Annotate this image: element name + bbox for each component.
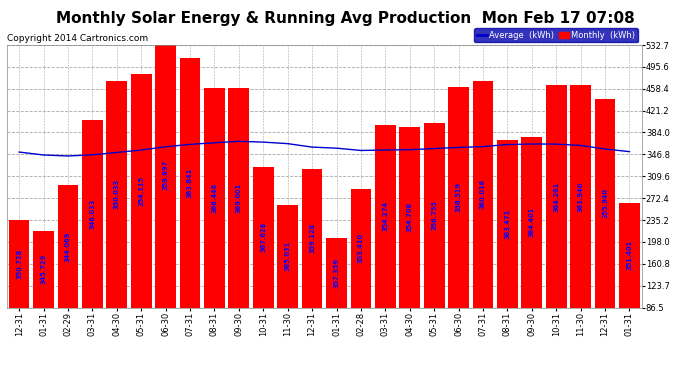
Text: 364.401: 364.401 [529, 207, 535, 237]
Bar [595, 99, 615, 308]
Text: 354.708: 354.708 [406, 202, 413, 232]
Text: Monthly Solar Energy & Running Avg Production  Mon Feb 17 07:08: Monthly Solar Energy & Running Avg Produ… [56, 11, 634, 26]
Bar [448, 87, 469, 308]
Legend: Average  (kWh), Monthly  (kWh): Average (kWh), Monthly (kWh) [474, 28, 638, 42]
Bar [33, 231, 54, 308]
Text: Copyright 2014 Cartronics.com: Copyright 2014 Cartronics.com [7, 34, 148, 43]
Text: 346.033: 346.033 [89, 199, 95, 229]
Text: 357.359: 357.359 [333, 258, 339, 288]
Text: 359.128: 359.128 [309, 223, 315, 253]
Text: 367.628: 367.628 [260, 222, 266, 252]
Text: 355.940: 355.940 [602, 188, 608, 218]
Bar [375, 125, 396, 308]
Text: 353.410: 353.410 [358, 233, 364, 263]
Text: 364.261: 364.261 [553, 182, 560, 212]
Bar [546, 86, 566, 308]
Text: 361.940: 361.940 [578, 182, 584, 212]
Bar [82, 120, 103, 308]
Text: 359.697: 359.697 [163, 160, 168, 190]
Bar [57, 185, 79, 308]
Text: 360.016: 360.016 [480, 179, 486, 209]
Text: 354.115: 354.115 [138, 176, 144, 206]
Text: 356.755: 356.755 [431, 200, 437, 230]
Text: 344.069: 344.069 [65, 231, 71, 262]
Bar [351, 189, 371, 308]
Text: 358.519: 358.519 [455, 182, 462, 212]
Bar [277, 205, 298, 308]
Bar [302, 169, 322, 308]
Text: 363.471: 363.471 [504, 209, 511, 238]
Bar [131, 74, 152, 308]
Bar [326, 238, 347, 308]
Bar [228, 88, 249, 308]
Text: 351.401: 351.401 [627, 240, 633, 270]
Bar [571, 86, 591, 308]
Bar [400, 127, 420, 308]
Text: 366.446: 366.446 [211, 183, 217, 213]
Text: 350.728: 350.728 [16, 249, 22, 279]
Text: 365.031: 365.031 [285, 241, 290, 271]
Bar [155, 42, 176, 308]
Bar [424, 123, 444, 308]
Bar [522, 136, 542, 308]
Text: 345.729: 345.729 [41, 254, 46, 285]
Bar [619, 203, 640, 308]
Bar [106, 81, 127, 308]
Text: 350.033: 350.033 [114, 179, 120, 210]
Bar [204, 88, 225, 308]
Text: 369.001: 369.001 [236, 183, 242, 213]
Bar [179, 58, 200, 308]
Bar [473, 81, 493, 308]
Bar [497, 140, 518, 308]
Text: 354.274: 354.274 [382, 201, 388, 231]
Bar [253, 166, 274, 308]
Bar [9, 219, 30, 308]
Text: 363.841: 363.841 [187, 168, 193, 198]
